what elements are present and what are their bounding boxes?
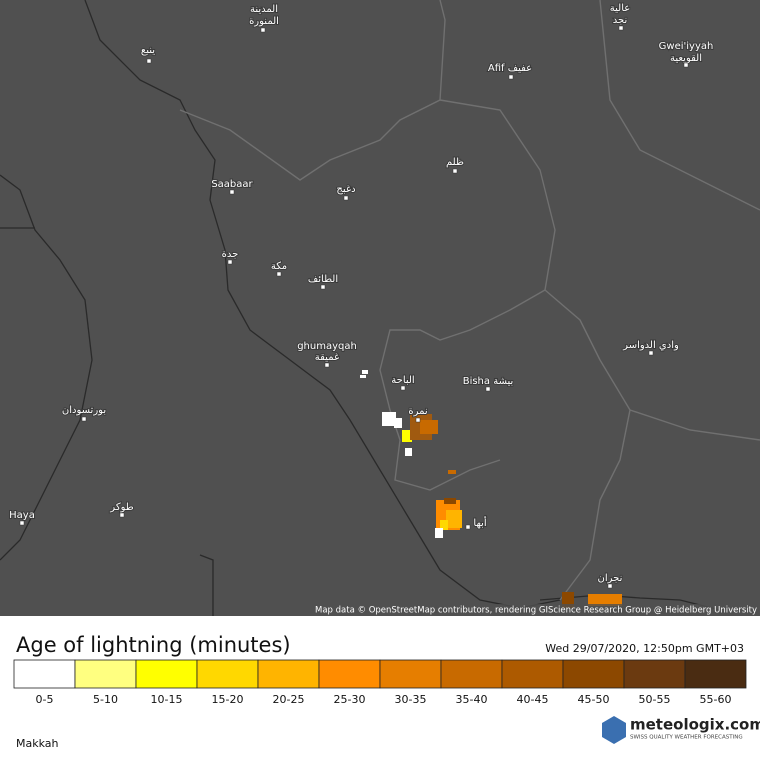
legend-label: 40-45	[517, 693, 549, 706]
city-marker	[227, 259, 233, 265]
legend-label: 25-30	[334, 693, 366, 706]
map	[0, 0, 760, 616]
city-marker	[324, 362, 330, 368]
map-label: الباحة	[391, 375, 414, 386]
map-label: Afif عفيف	[488, 63, 532, 74]
map-label: غميقة	[315, 352, 339, 363]
map-label: دغبج	[336, 184, 355, 195]
legend-swatch	[196, 659, 259, 689]
legend-label: 50-55	[639, 693, 671, 706]
legend-swatch	[562, 659, 625, 689]
city-marker	[229, 189, 235, 195]
map-label: ظلم	[446, 157, 464, 168]
legend-swatch	[318, 659, 381, 689]
city-marker	[415, 417, 421, 423]
city-marker	[146, 58, 152, 64]
brand-name: meteologix.com	[630, 716, 760, 734]
city-marker	[485, 386, 491, 392]
map-label: القويعية	[670, 53, 702, 64]
attribution: Map data © OpenStreetMap contributors, r…	[315, 606, 757, 616]
legend-label: 10-15	[151, 693, 183, 706]
map-label: Bisha بيشة	[463, 376, 514, 387]
legend-label: 20-25	[273, 693, 305, 706]
attribution-bg	[337, 604, 760, 616]
map-label: نمرة	[408, 406, 427, 417]
logo: meteologix.com SWISS QUALITY WEATHER FOR…	[602, 716, 760, 744]
legend-swatch	[379, 659, 442, 689]
map-label: وادي الدواسر	[622, 340, 679, 351]
legend-swatch	[440, 659, 503, 689]
map-label: ينبع	[141, 45, 155, 56]
legend-label: 30-35	[395, 693, 427, 706]
map-label: عالية	[610, 3, 630, 14]
city-marker	[320, 284, 326, 290]
legend-swatch	[135, 659, 198, 689]
map-label: الطائف	[308, 274, 338, 285]
regional-borders	[179, 0, 760, 601]
city-marker	[452, 168, 458, 174]
legend-label: 45-50	[578, 693, 610, 706]
map-label: Gwei'iyyah	[659, 41, 714, 52]
legend-label: 5-10	[93, 693, 118, 706]
legend-label: 55-60	[700, 693, 732, 706]
lightning	[360, 370, 622, 608]
timestamp: Wed 29/07/2020, 12:50pm GMT+03	[545, 642, 744, 655]
city-marker	[276, 271, 282, 277]
legend-label: 0-5	[36, 693, 54, 706]
legend-swatch	[74, 659, 137, 689]
city-marker	[400, 385, 406, 391]
map-label: نجد	[613, 15, 628, 26]
map-label: المنورة	[249, 16, 279, 27]
legend-swatch	[13, 659, 76, 689]
map-label: المدينة	[250, 4, 278, 15]
legend-title: Age of lightning (minutes)	[16, 633, 291, 657]
legend-swatch	[623, 659, 686, 689]
map-label: ghumayqah	[297, 341, 357, 352]
city-marker	[648, 350, 654, 356]
city-marker	[260, 27, 266, 33]
map-label: نجران	[598, 573, 623, 584]
legend-swatch	[684, 659, 747, 689]
map-label: جدة	[222, 249, 239, 260]
city-marker	[19, 520, 25, 526]
region: Makkah	[16, 737, 59, 750]
map-label: مكة	[271, 261, 287, 272]
brand-tagline: SWISS QUALITY WEATHER FORECASTING	[630, 735, 743, 741]
map-label: أبها	[473, 516, 486, 529]
city-marker	[683, 62, 689, 68]
legend-swatch	[257, 659, 320, 689]
legend-label: 15-20	[212, 693, 244, 706]
city-marker	[81, 416, 87, 422]
legend-swatch	[501, 659, 564, 689]
city-marker	[508, 74, 514, 80]
map-label: طوكر	[109, 502, 133, 513]
borders	[0, 0, 721, 616]
city-marker	[618, 25, 624, 31]
city-marker	[607, 583, 613, 589]
city-marker	[119, 512, 125, 518]
map-label: Saabaar	[211, 179, 253, 190]
legend-label: 35-40	[456, 693, 488, 706]
city-marker	[465, 524, 471, 530]
city-marker	[343, 195, 349, 201]
map-label: Haya	[9, 510, 35, 521]
map-label: بورتسودان	[62, 405, 106, 416]
